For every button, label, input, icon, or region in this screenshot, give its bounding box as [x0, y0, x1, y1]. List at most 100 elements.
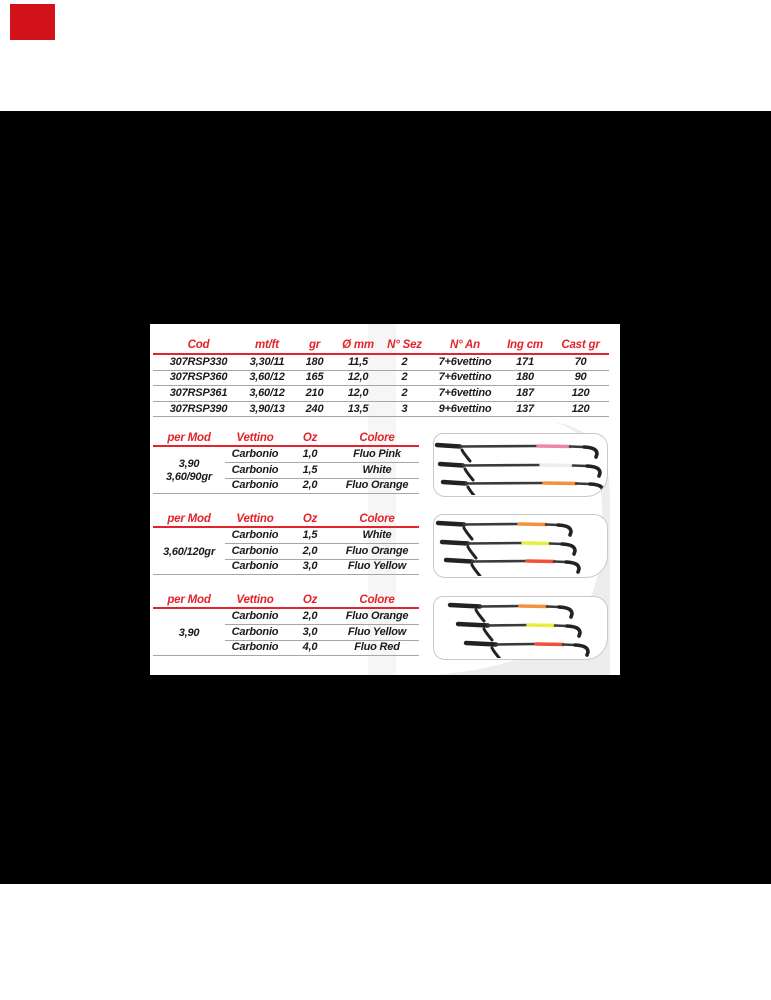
tip-model-label: 3,90 [153, 609, 225, 656]
spec-header-cell: gr [308, 338, 321, 351]
rod-tip-stroke [463, 467, 475, 482]
tip-row-values: Carbonio 3,0 Fluo Yellow [225, 560, 419, 575]
rod-tip-stroke [458, 444, 540, 448]
spec-cell: 180 [305, 355, 324, 368]
rod-tip-stroke [556, 523, 573, 537]
rod-tip-stroke [464, 481, 546, 485]
tip-table-row: Carbonio 3,0 Fluo Yellow [153, 560, 419, 576]
spec-table: Cod mt/ft gr Ø mm N° Sez N° An Ing cm Cast gr 30… [153, 338, 609, 418]
rod-tip-stroke [462, 522, 521, 526]
spec-cell: 3 [401, 402, 408, 415]
spec-header-row: Cod mt/ft gr Ø mm N° Sez N° An Ing cm Cast gr [153, 338, 609, 355]
tip-cell: Fluo Orange [345, 609, 409, 622]
rod-tip-stroke [561, 643, 577, 647]
rod-tip-stroke [542, 481, 578, 486]
rod-tip-stroke [565, 624, 582, 638]
rod-tip-stroke [466, 485, 476, 495]
rod-tip-stroke [557, 605, 574, 619]
tip-cell: Fluo Red [354, 641, 400, 654]
tip-table-row: Carbonio 3,0 Fluo Yellow [153, 625, 419, 641]
spec-cell: 307RSP361 [169, 386, 228, 399]
rod-tip-stroke [440, 479, 469, 486]
rod-tip-stroke [560, 542, 577, 556]
rod-tips-graphic [447, 602, 590, 658]
rod-tip-stroke [470, 559, 529, 563]
tip-cell: 1,5 [302, 528, 318, 541]
tip-header-cell: Oz [302, 431, 318, 444]
tip-cell: Fluo Yellow [347, 625, 407, 638]
tip-cell: White [362, 463, 392, 476]
tip-table-3: per Mod Vettino Oz Colore Carbonio 2,0 Fluo Or… [153, 594, 419, 657]
spec-cell: 2 [401, 355, 408, 368]
rod-tip-stroke [526, 623, 557, 628]
rod-tip-stroke [460, 448, 472, 463]
spec-cell: 2 [401, 371, 408, 384]
spec-cell: 3,30/11 [249, 355, 285, 368]
rod-tip-box-2 [433, 514, 608, 578]
spec-cell: 171 [516, 355, 534, 368]
rod-tip-stroke [434, 442, 463, 449]
rod-tip-stroke [486, 623, 530, 627]
spec-cell: 187 [516, 386, 534, 399]
spec-cell: 307RSP390 [169, 402, 228, 415]
spec-header-cell: N° An [449, 338, 480, 351]
rod-tip-stroke [521, 541, 552, 546]
spec-cell: 120 [571, 386, 590, 399]
rod-tip-stroke [552, 560, 568, 564]
spec-cell: 240 [305, 402, 324, 415]
tip-cell: Fluo Orange [345, 544, 409, 557]
rod-tip-stroke [585, 464, 602, 478]
tip-model-label: 3,90 3,60/90gr [153, 447, 225, 494]
rod-tip-stroke [466, 545, 478, 560]
tip-cell: 2,0 [302, 479, 318, 492]
tip-model-line: 3,90 [178, 458, 200, 471]
tip-header-cell: Oz [302, 593, 318, 606]
tip-cell: Fluo Yellow [347, 560, 407, 573]
rod-tip-stroke [539, 463, 575, 468]
rod-tip-stroke [463, 640, 499, 647]
tip-cell: Carbonio [231, 641, 279, 654]
rod-tip-stroke [568, 445, 586, 449]
tip-header-row: per Mod Vettino Oz Colore [153, 513, 419, 528]
tip-row-values: Carbonio 1,5 White [225, 528, 419, 544]
spec-cell: 3,90/13 [249, 402, 285, 415]
tip-row-values: Carbonio 3,0 Fluo Yellow [225, 625, 419, 641]
spec-header-cell: N° Sez [387, 338, 422, 351]
tip-cell: Carbonio [231, 625, 279, 638]
spec-table-row: 307RSP360 3,60/12 165 12,0 2 7+6vettino 180 90 [153, 371, 609, 387]
rod-tip-stroke [435, 520, 467, 527]
spec-cell: 165 [305, 371, 324, 384]
tip-header-cell: per Mod [167, 593, 211, 606]
rod-tip-box-1 [433, 433, 608, 497]
spec-cell: 2 [401, 386, 408, 399]
tip-table-row: Carbonio 2,0 Fluo Orange [153, 544, 419, 560]
tip-header-cell: per Mod [167, 431, 211, 444]
rod-tip-stroke [517, 522, 548, 527]
tip-header-row: per Mod Vettino Oz Colore [153, 594, 419, 609]
tip-model-line: 3,90 [178, 626, 200, 639]
tip-table-row: Carbonio 2,0 Fluo Orange [153, 609, 419, 625]
tip-cell: Carbonio [231, 447, 279, 460]
spec-cell: 90 [574, 371, 587, 384]
rod-tip-stroke [534, 642, 565, 647]
rod-tip-stroke [470, 563, 482, 576]
tip-model-line: 3,60/120gr [163, 545, 215, 558]
tip-cell: 4,0 [302, 641, 318, 654]
rod-tips-graphic [435, 520, 581, 576]
spec-cell: 9+6vettino [438, 402, 492, 415]
tip-cell: Fluo Pink [353, 447, 401, 460]
tip-model-label: 3,60/120gr [153, 528, 225, 575]
rod-tip-stroke [461, 463, 543, 467]
spec-cell: 120 [571, 402, 590, 415]
rod-tip-stroke [518, 604, 549, 609]
spec-cell: 12,0 [347, 386, 369, 399]
brand-badge [10, 4, 55, 40]
tip-table-row: Carbonio 4,0 Fluo Red [153, 641, 419, 657]
rod-tip-stroke [443, 557, 475, 564]
tip-table-body: Carbonio 1,0 Fluo Pink Carbonio 1,5 White Carb… [153, 447, 419, 495]
tip-cell: Carbonio [231, 479, 279, 492]
tip-cell: 2,0 [302, 609, 318, 622]
rod-tip-stroke [571, 464, 589, 468]
spec-cell: 7+6vettino [438, 355, 492, 368]
rod-tip-stroke [482, 627, 494, 642]
